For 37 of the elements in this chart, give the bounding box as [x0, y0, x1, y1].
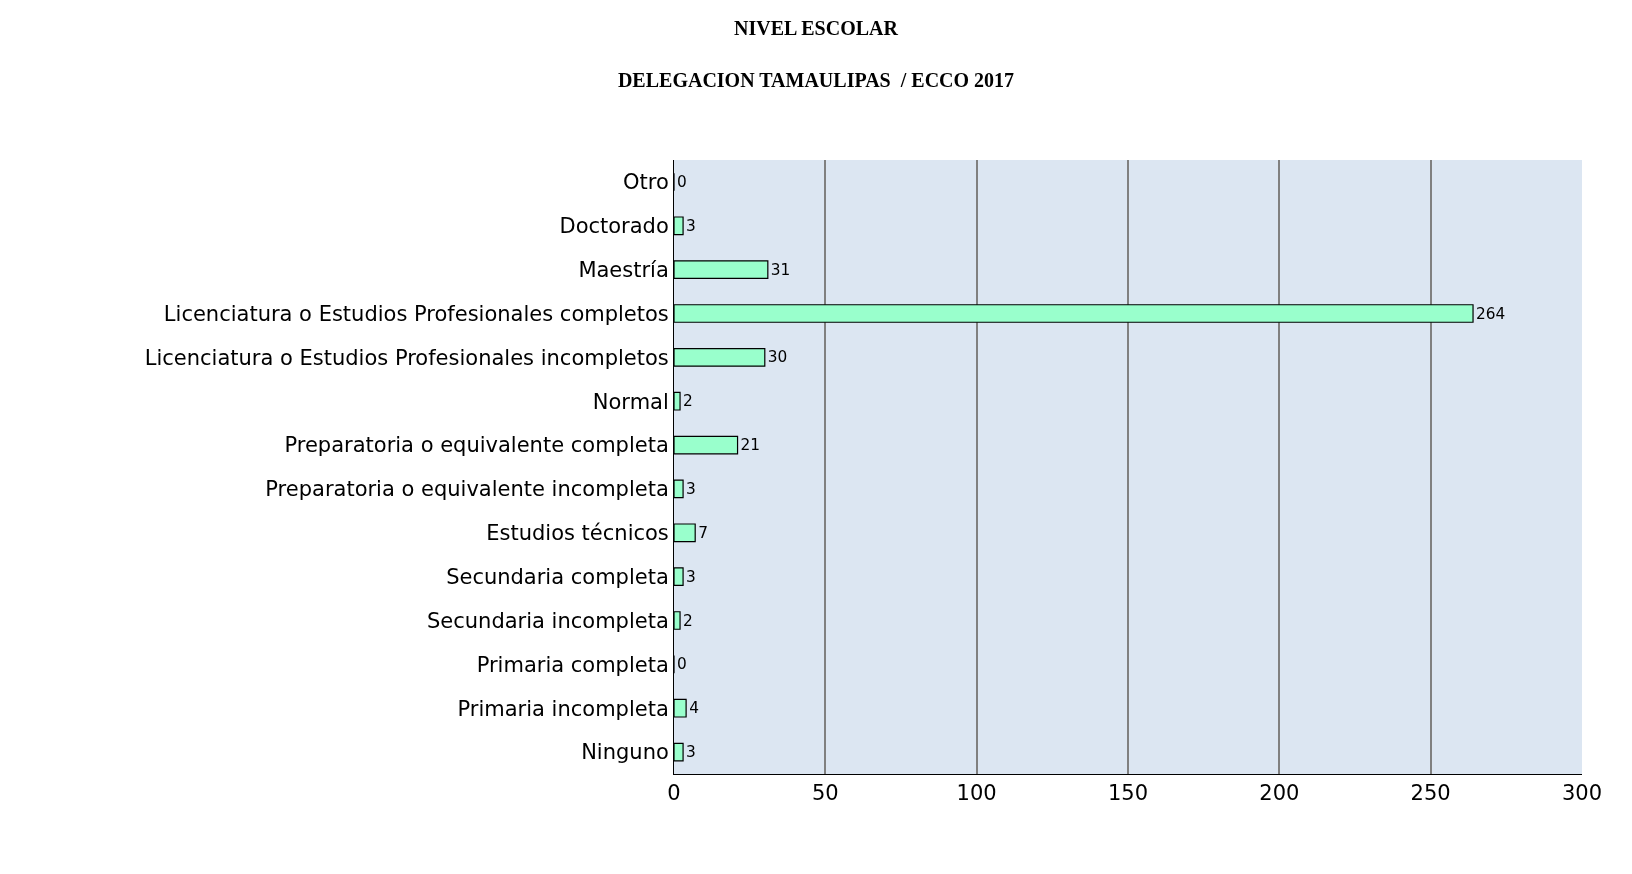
data-label: 264: [1476, 304, 1506, 323]
x-tick-label: 150: [1107, 781, 1149, 806]
x-tick-label: 200: [1259, 781, 1300, 806]
data-label: 7: [698, 523, 708, 542]
chart-title: NIVEL ESCOLAR: [734, 16, 899, 39]
y-tick-label: Otro: [623, 170, 669, 195]
x-tick-label: 250: [1410, 781, 1451, 806]
data-label: 3: [686, 216, 696, 235]
data-label: 31: [770, 260, 791, 279]
data-label: 21: [740, 436, 761, 455]
data-label: 0: [677, 655, 687, 674]
y-tick-label: Primaria completa: [476, 652, 669, 677]
y-tick-label: Preparatoria o equivalente incompleta: [265, 477, 669, 502]
y-tick-label: Secundaria completa: [446, 564, 669, 589]
y-tick-label: Licenciatura o Estudios Profesionales completos: [163, 301, 669, 326]
x-tick-label: 0: [667, 781, 681, 806]
y-tick-label: Secundaria incompleta: [426, 608, 669, 633]
x-tick-label: 100: [956, 781, 997, 806]
y-tick-label: Estudios técnicos: [486, 521, 669, 546]
y-tick-label: Normal: [592, 389, 669, 414]
y-tick-label: Preparatoria o equivalente completa: [284, 433, 669, 458]
data-label: 3: [686, 480, 696, 499]
x-tick-label: 300: [1561, 781, 1603, 806]
data-label: 3: [686, 743, 696, 762]
y-tick-label: Primaria incompleta: [457, 696, 669, 721]
y-tick-label: Ninguno: [581, 740, 669, 765]
data-label: 0: [677, 173, 687, 192]
data-label: 3: [686, 567, 696, 586]
y-tick-label: Doctorado: [559, 214, 669, 239]
x-tick-label: 50: [811, 781, 839, 806]
chart-subtitle: DELEGACION TAMAULIPAS / ECCO 2017: [617, 68, 1015, 91]
data-label: 2: [683, 611, 693, 630]
y-tick-label: Maestría: [578, 257, 669, 282]
data-label: 2: [683, 392, 693, 411]
data-label: 30: [767, 348, 788, 367]
data-label: 4: [689, 699, 699, 718]
y-tick-label: Licenciatura o Estudios Profesionales incompletos: [144, 345, 669, 370]
